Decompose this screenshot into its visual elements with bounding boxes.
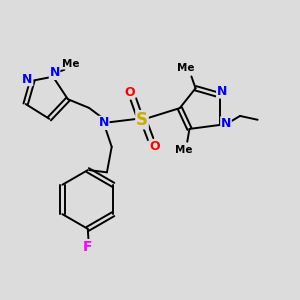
Text: O: O [149, 140, 160, 153]
Text: S: S [136, 111, 148, 129]
Text: N: N [217, 85, 227, 98]
Text: N: N [50, 66, 60, 80]
Text: Me: Me [175, 145, 193, 155]
Text: N: N [98, 116, 109, 129]
Text: N: N [221, 117, 231, 130]
Text: F: F [83, 240, 92, 254]
Text: Me: Me [177, 63, 195, 73]
Text: Me: Me [62, 59, 80, 69]
Text: O: O [124, 86, 135, 99]
Text: N: N [22, 73, 33, 85]
